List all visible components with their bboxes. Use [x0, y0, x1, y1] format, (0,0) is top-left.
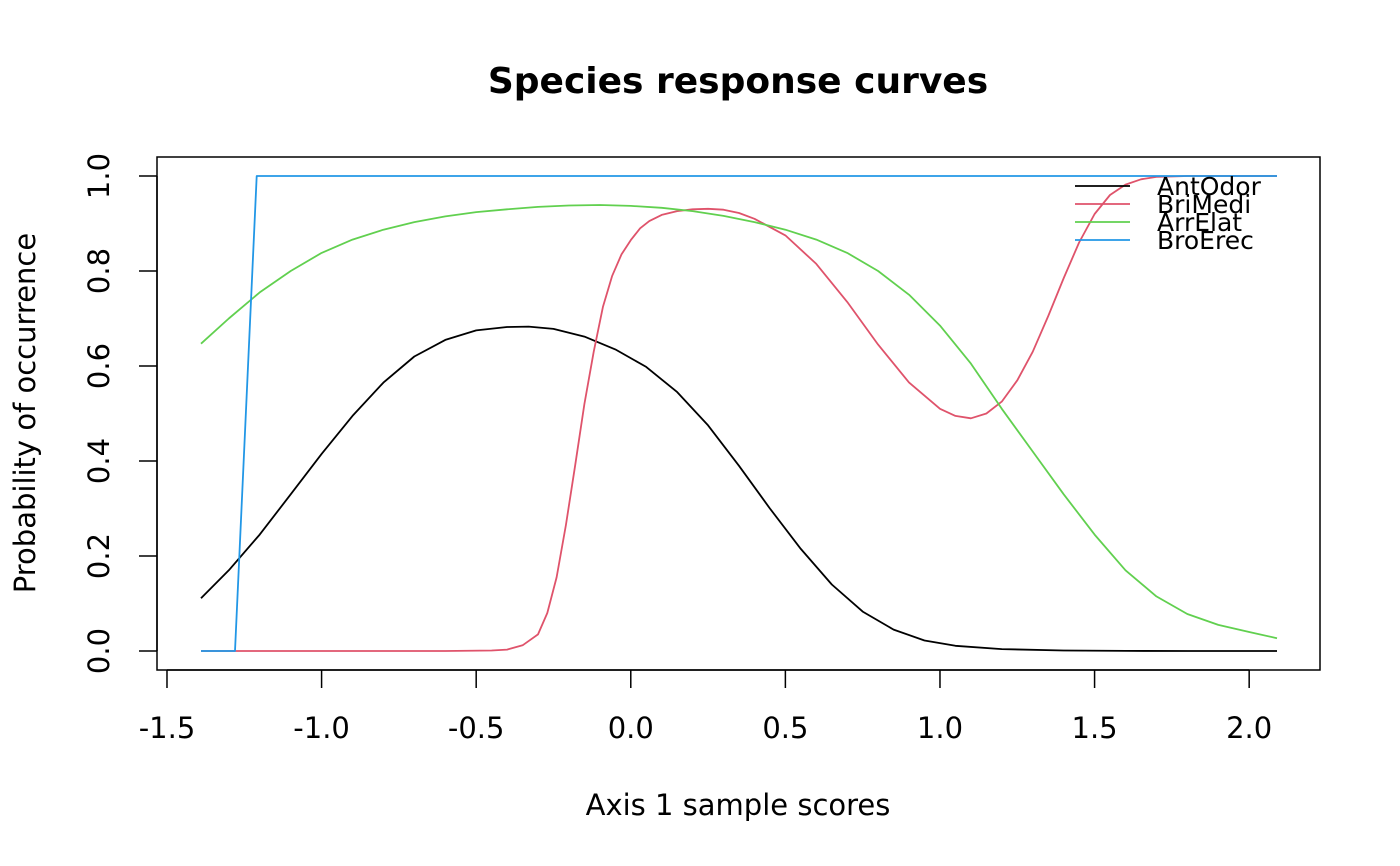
y-tick-label: 0.8 [82, 248, 116, 294]
y-tick-label: 0.0 [82, 628, 116, 674]
x-tick-label: -1.5 [139, 711, 196, 745]
y-tick-label: 0.4 [82, 438, 116, 484]
series-line-arrelat [200, 204, 1278, 640]
series-line-brimedi [201, 175, 1277, 652]
x-tick-label: 1.5 [1072, 711, 1118, 745]
chart-title: Species response curves [488, 61, 988, 102]
x-tick-label: 1.0 [917, 711, 963, 745]
x-axis-label: Axis 1 sample scores [586, 788, 891, 822]
x-axis: -1.5 -1.0 -0.5 0.0 0.5 1.0 1.5 2.0 [139, 669, 1272, 745]
y-tick-label: 1.0 [82, 153, 116, 199]
plot-frame [156, 156, 1321, 671]
x-tick-label: 0.5 [762, 711, 808, 745]
legend-label: BriMedi [1157, 190, 1251, 219]
y-tick-label: 0.2 [82, 533, 116, 579]
x-tick-label: 0.0 [608, 711, 654, 745]
series-line-antodor [200, 325, 1277, 652]
y-axis: 0.0 0.2 0.4 0.6 0.8 1.0 [82, 153, 158, 674]
x-tick-label: 2.0 [1226, 711, 1272, 745]
x-tick-label: -0.5 [448, 711, 505, 745]
series-lines [200, 175, 1278, 652]
legend-label: AntOdor [1157, 172, 1262, 201]
y-tick-label: 0.6 [82, 343, 116, 389]
legend-label: BroErec [1157, 226, 1254, 255]
legend-label: ArrElat [1157, 208, 1242, 237]
x-tick-label: -1.0 [293, 711, 350, 745]
y-axis-label: Probability of occurrence [8, 233, 42, 593]
series-line-broerec [201, 175, 1277, 652]
